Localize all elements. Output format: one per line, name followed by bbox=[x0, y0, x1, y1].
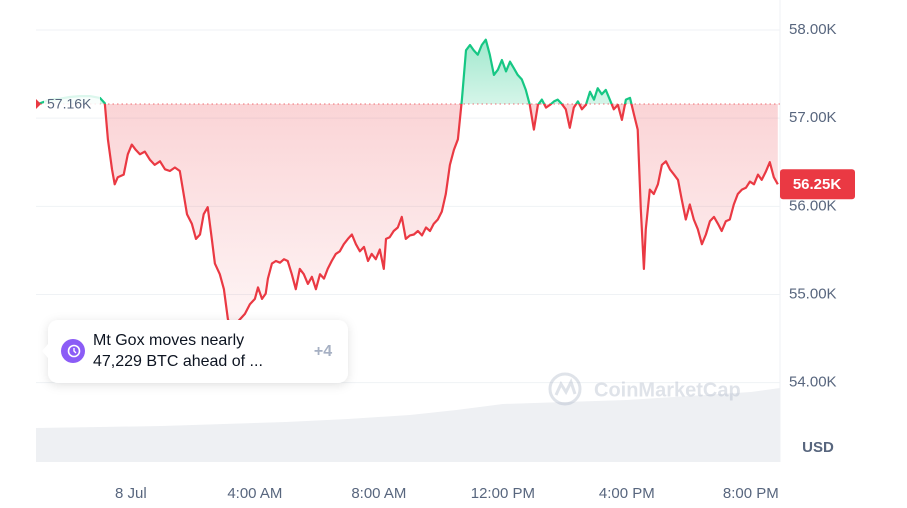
y-tick-label: 58.00K bbox=[789, 21, 837, 38]
volume-area bbox=[36, 388, 780, 462]
watermark-logo-mark bbox=[554, 378, 577, 396]
x-tick-label: 8:00 AM bbox=[351, 485, 406, 502]
y-tick-label: 54.00K bbox=[789, 374, 837, 391]
x-tick-label: 4:00 AM bbox=[227, 485, 282, 502]
news-text: 47,229 BTC ahead of ... bbox=[93, 353, 263, 370]
news-more: +4 bbox=[314, 343, 332, 360]
price-line-down bbox=[37, 104, 779, 330]
watermark-text: CoinMarketCap bbox=[594, 379, 741, 401]
reference-label: 57.16K bbox=[47, 96, 92, 112]
y-unit: USD bbox=[802, 439, 834, 456]
price-area-down bbox=[104, 104, 778, 329]
reference-marker bbox=[36, 99, 41, 110]
news-icon-clock bbox=[67, 344, 81, 358]
watermark-logo bbox=[548, 372, 582, 406]
news-card-pointer bbox=[42, 344, 48, 358]
x-tick-label: 4:00 PM bbox=[599, 485, 655, 502]
x-tick-label: 8 Jul bbox=[115, 485, 147, 502]
y-tick-label: 55.00K bbox=[789, 285, 837, 302]
news-text: Mt Gox moves nearly bbox=[93, 332, 244, 349]
reference-label-bg bbox=[44, 94, 100, 114]
current-price-label: 56.25K bbox=[793, 176, 842, 193]
news-card[interactable]: Mt Gox moves nearly 47,229 BTC ahead of .… bbox=[42, 320, 348, 383]
x-tick-label: 8:00 PM bbox=[723, 485, 779, 502]
x-tick-label: 12:00 PM bbox=[471, 485, 535, 502]
y-tick-label: 57.00K bbox=[789, 109, 837, 126]
news-icon bbox=[61, 339, 85, 363]
watermark: CoinMarketCap bbox=[548, 372, 741, 406]
y-tick-label: 56.00K bbox=[789, 197, 837, 214]
news-card-bg bbox=[48, 320, 348, 383]
news-icon-hand bbox=[73, 348, 77, 354]
current-price-badge bbox=[780, 169, 855, 200]
